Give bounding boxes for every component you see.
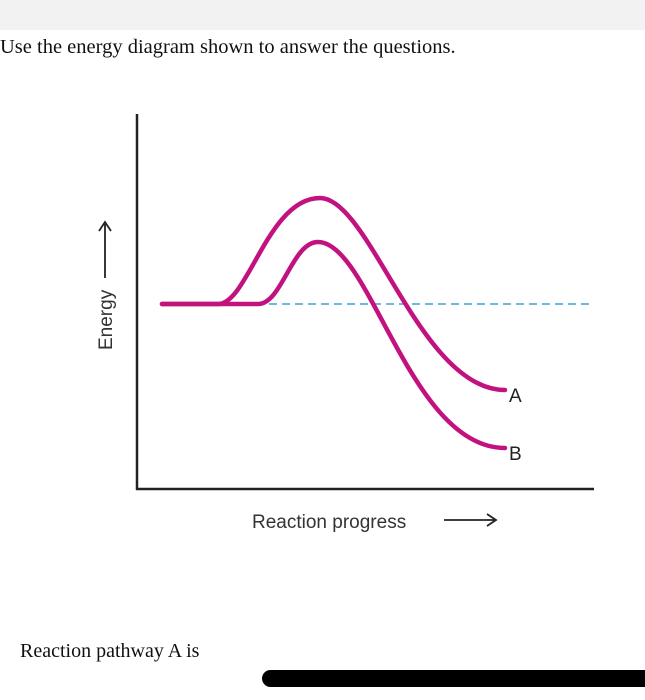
curve-a [159,195,508,393]
curve-b [159,239,508,451]
question-text: Reaction pathway A is [20,640,200,662]
y-axis-arrow-icon [98,220,112,232]
curve-b-label: B [509,444,522,465]
y-axis-label: Energy [96,289,117,350]
x-axis-arrow-icon [486,513,498,527]
curve-a-label: A [509,386,522,407]
top-bar [0,0,645,30]
energy-diagram: A B Energy Reaction progress [96,114,594,533]
x-axis-label: Reaction progress [252,512,406,533]
answer-dropdown[interactable] [262,670,645,687]
instruction-text: Use the energy diagram shown to answer t… [0,36,456,58]
